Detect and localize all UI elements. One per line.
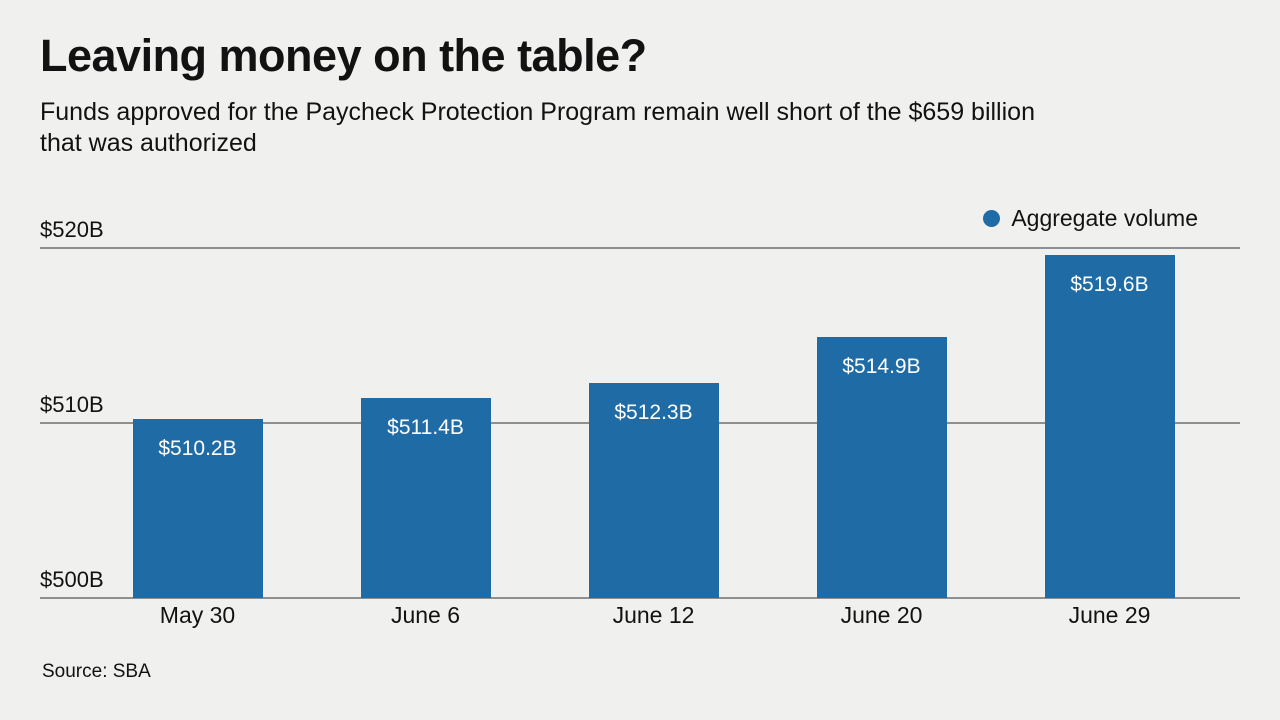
gridline [40,597,1240,599]
legend-dot-icon [983,210,1001,227]
x-axis-tick-label: May 30 [159,602,236,628]
y-axis-tick-label: $510B [40,391,104,417]
y-axis-tick-label: $520B [40,216,104,242]
chart-subtitle: Funds approved for the Paycheck Protecti… [40,97,1035,159]
legend-series-label: Aggregate volume [1011,205,1198,231]
y-axis-tick-label: $500B [40,567,104,592]
gridline [40,246,1240,249]
source-attribution: Source: SBA [42,661,151,682]
bar-value-label: $511.4B [387,416,464,440]
bar: $519.6B [1044,254,1175,598]
x-axis-tick-label: June 29 [1068,602,1151,628]
bar: $514.9B [816,336,947,598]
chart-subtitle-line-1: Funds approved for the Paycheck Protecti… [40,98,1035,126]
bar-value-label: $519.6B [1070,272,1149,296]
x-axis-tick-label: June 12 [612,602,695,628]
x-axis-tick-label: June 20 [840,602,923,628]
bar: $512.3B [588,382,719,598]
bar-value-label: $510.2B [158,437,237,461]
chart-subtitle-line-2: that was authorized [40,129,257,157]
chart-title: Leaving money on the table? [40,30,647,81]
bar: $510.2B [132,419,263,598]
legend: Aggregate volume [983,205,1198,232]
bar: $511.4B [360,398,491,598]
bar-value-label: $514.9B [842,354,921,378]
x-axis-tick-label: June 6 [390,602,461,628]
bar-value-label: $512.3B [614,400,693,424]
